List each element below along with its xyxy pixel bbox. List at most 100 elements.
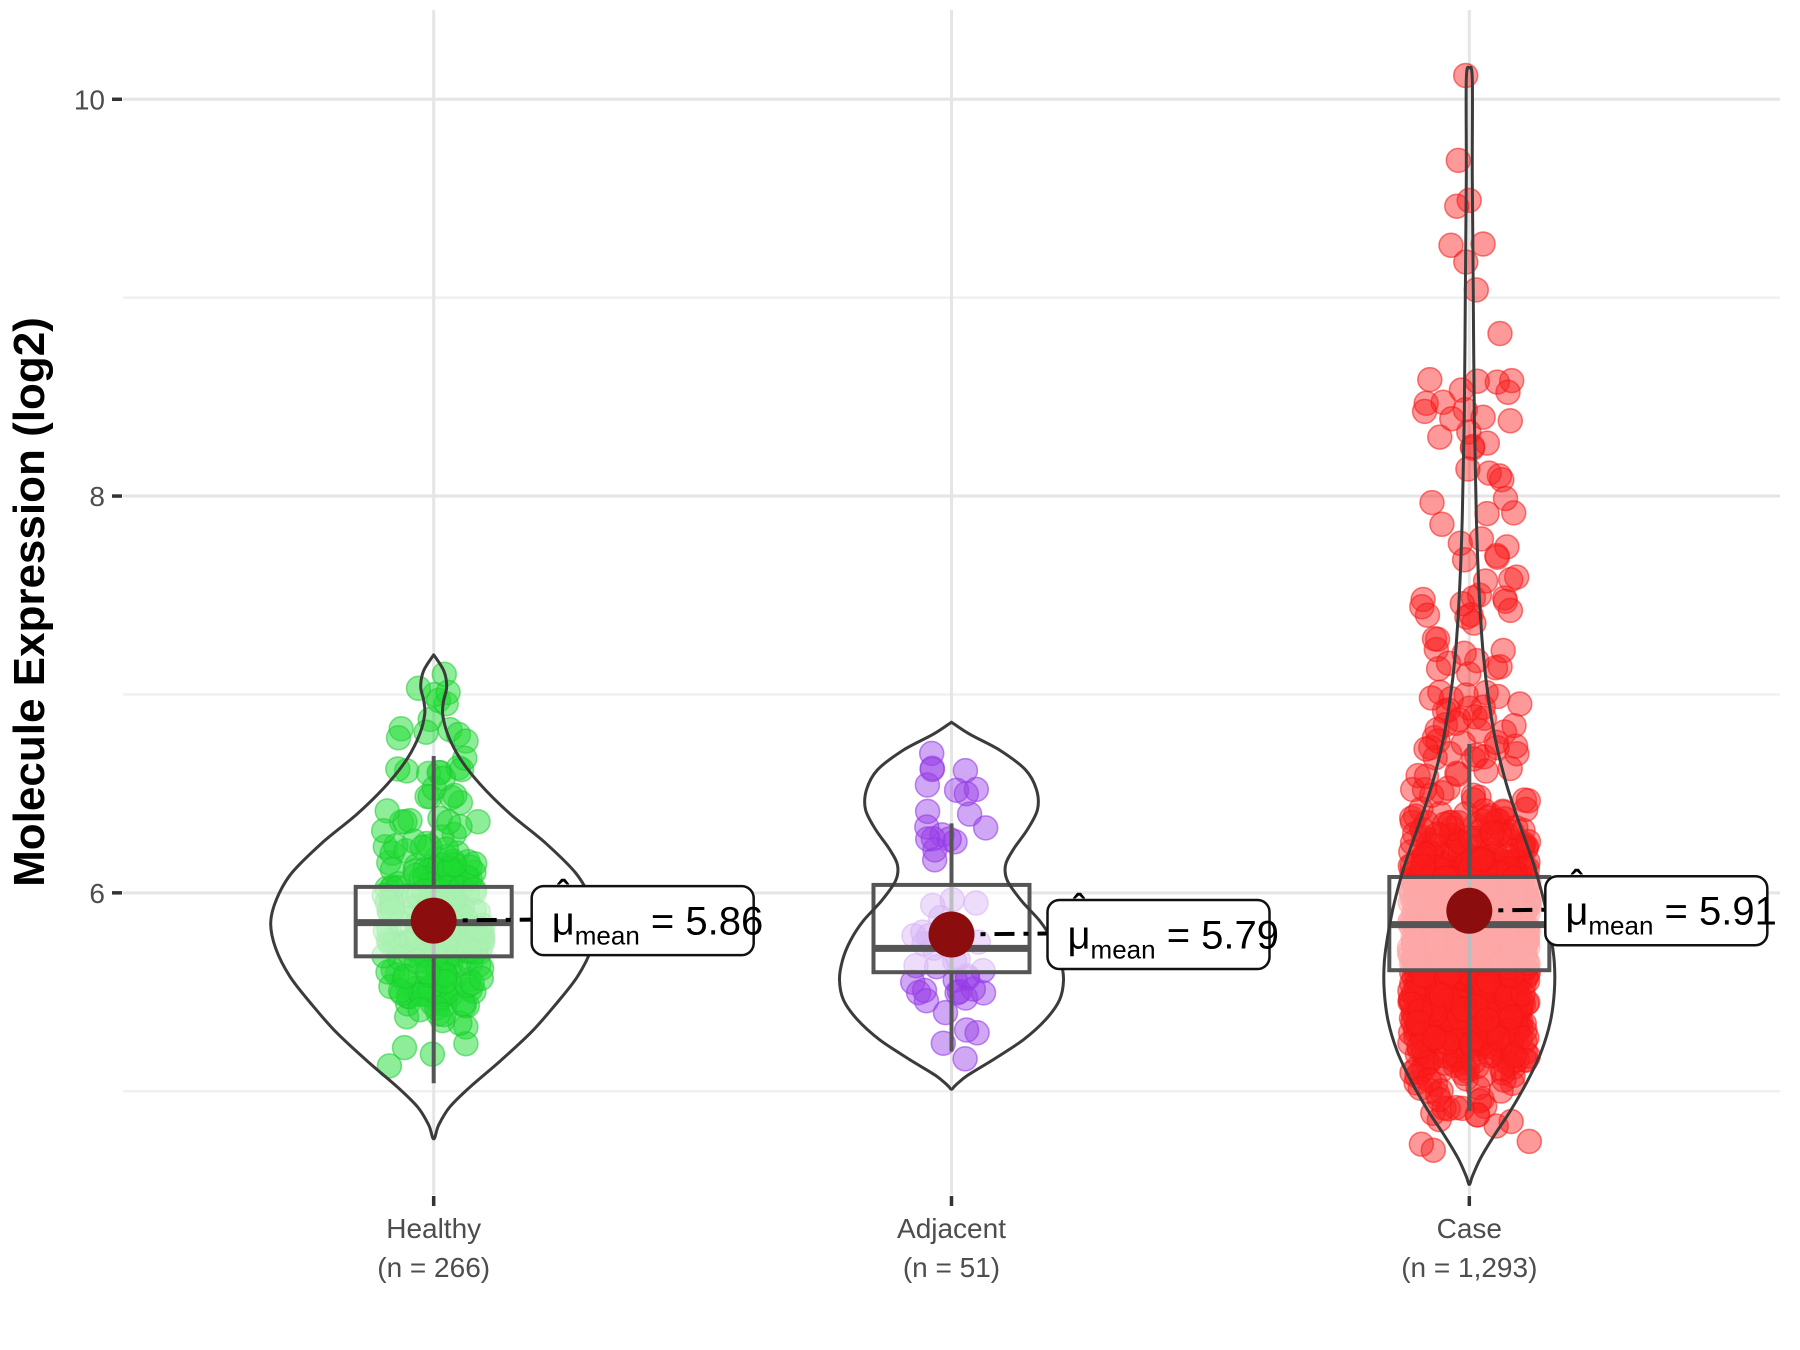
data-point <box>953 1017 980 1043</box>
data-point <box>391 1034 418 1061</box>
data-point <box>1430 389 1456 416</box>
data-point <box>952 1046 978 1072</box>
data-point <box>1411 776 1438 803</box>
data-point <box>435 809 462 835</box>
data-point <box>1475 968 1502 995</box>
data-point <box>415 959 441 986</box>
data-point <box>1492 485 1519 512</box>
data-point <box>953 780 980 807</box>
data-point <box>1498 1004 1525 1030</box>
violin-group-case: μmean = 5.91ˆ <box>1382 62 1777 1186</box>
data-point <box>932 999 959 1026</box>
data-point <box>1421 1025 1447 1051</box>
data-point <box>1410 586 1436 613</box>
data-point <box>1504 740 1530 767</box>
data-point <box>1427 424 1453 450</box>
mean-label-hat: ˆ <box>1073 889 1086 927</box>
data-point <box>1487 320 1513 347</box>
data-point <box>407 996 433 1023</box>
data-point <box>1483 1113 1509 1139</box>
x-tick-label: Adjacent <box>897 1213 1006 1244</box>
data-point <box>1516 1128 1543 1155</box>
x-tick-label: Case <box>1437 1213 1502 1244</box>
mean-label-box <box>530 884 755 957</box>
data-point <box>1419 489 1445 516</box>
data-point <box>936 826 962 852</box>
data-point <box>1449 590 1476 617</box>
mean-dot <box>928 911 975 958</box>
violin-group-healthy: μmean = 5.86ˆ <box>269 653 764 1141</box>
axis-labels: 10 8 6 Healthy (n = 266) Adjacent (n = 51) Case… <box>74 84 1538 1283</box>
data-point <box>1411 398 1438 425</box>
data-point <box>1443 710 1469 737</box>
data-point <box>964 1020 990 1046</box>
data-point <box>1464 1102 1491 1128</box>
data-point <box>919 755 946 781</box>
data-point <box>921 847 948 873</box>
data-point <box>1420 996 1446 1023</box>
data-point <box>1428 982 1454 1008</box>
mean-dot <box>1446 887 1493 934</box>
data-point <box>1464 368 1491 394</box>
data-point <box>1495 379 1521 406</box>
data-point <box>1494 534 1520 560</box>
x-tick-label: (n = 1,293) <box>1401 1252 1537 1283</box>
violin-outline <box>269 653 599 1141</box>
data-point <box>1486 821 1513 847</box>
data-point <box>1497 597 1524 624</box>
data-point <box>430 765 457 792</box>
y-tick-label: 8 <box>89 481 105 512</box>
data-point <box>435 679 461 706</box>
violin-outline <box>837 720 1066 1091</box>
data-point <box>1453 1065 1479 1092</box>
axis-ticks <box>112 97 1472 1206</box>
data-point <box>943 777 970 803</box>
data-point <box>1471 797 1498 824</box>
data-point <box>1486 463 1513 489</box>
data-point <box>922 837 948 863</box>
data-point <box>972 815 999 841</box>
data-point <box>1507 691 1533 717</box>
data-point <box>1424 821 1451 847</box>
data-point <box>413 719 439 745</box>
data-point <box>1489 466 1515 493</box>
data-point <box>468 965 495 992</box>
mean-label-text: μmean = 5.86 <box>552 900 764 951</box>
data-point <box>1456 187 1482 214</box>
data-point <box>914 798 941 825</box>
data-point <box>1476 460 1502 486</box>
data-point <box>1515 788 1542 814</box>
data-point <box>1490 637 1516 664</box>
data-point <box>405 675 432 702</box>
data-point <box>1502 733 1529 759</box>
mean-label-text: μmean = 5.91 <box>1565 890 1777 941</box>
data-point <box>1484 544 1511 570</box>
data-point <box>1451 640 1477 667</box>
data-point <box>1438 232 1464 259</box>
data-point <box>1468 846 1494 872</box>
data-point <box>1414 602 1441 628</box>
data-point <box>1515 989 1541 1016</box>
data-point <box>914 772 941 798</box>
x-tick-label: (n = 51) <box>903 1252 1000 1283</box>
data-point <box>1497 408 1524 434</box>
data-point <box>370 817 397 844</box>
data-point <box>1500 500 1527 526</box>
data-point <box>376 1053 403 1079</box>
data-point <box>1514 1024 1540 1051</box>
data-point <box>1453 682 1479 708</box>
data-point <box>1460 746 1487 772</box>
data-point <box>1417 366 1443 393</box>
data-point <box>905 979 932 1006</box>
y-tick-label: 6 <box>89 878 105 909</box>
data-point <box>1479 820 1505 847</box>
mean-label-box <box>1046 898 1271 971</box>
y-tick-label: 10 <box>74 84 105 115</box>
mean-label-box <box>1544 874 1769 947</box>
mean-label-hat: ˆ <box>1571 865 1584 903</box>
data-point <box>1405 762 1431 789</box>
data-point <box>1418 685 1445 711</box>
y-axis-title: Molecule Expression (log2) <box>5 317 54 887</box>
